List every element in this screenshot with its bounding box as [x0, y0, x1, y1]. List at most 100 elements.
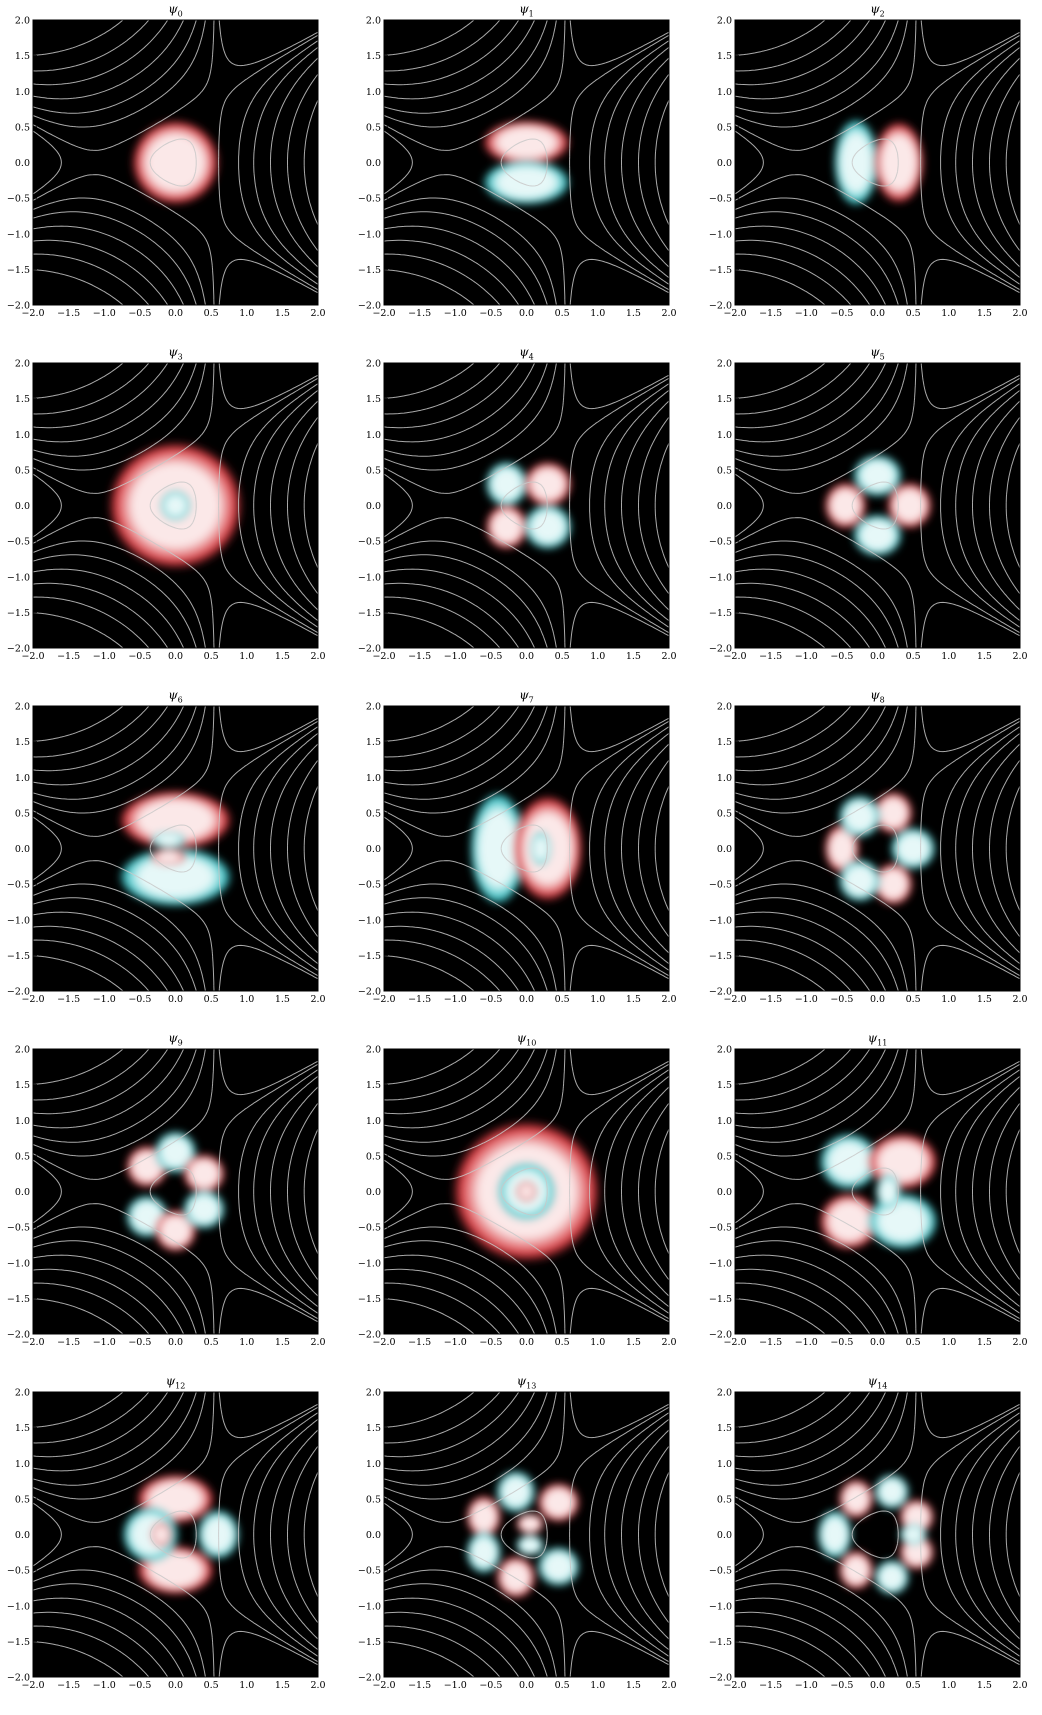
x-tick-label: 0.0: [519, 651, 534, 662]
x-tick-label: −1.0: [93, 1337, 116, 1348]
plot-background: [735, 706, 1020, 991]
x-tick-label: −1.0: [93, 1680, 116, 1691]
negative-lobe: [838, 859, 882, 902]
y-tick-label: −1.5: [358, 1294, 381, 1305]
positive-lobe: [515, 1180, 538, 1203]
y-tick-label: 0.0: [15, 501, 30, 512]
x-tick-label: 1.0: [941, 308, 956, 319]
x-tick-label: −1.5: [759, 994, 782, 1005]
potential-contours: [384, 363, 669, 648]
negative-lobe: [838, 795, 882, 838]
x-tick-label: 0.0: [870, 994, 885, 1005]
y-tick-label: 1.5: [717, 737, 732, 748]
y-tick-label: −1.0: [709, 572, 732, 583]
y-tick-label: −1.5: [709, 1637, 732, 1648]
x-tick-label: 1.0: [590, 1680, 605, 1691]
x-tick-label: 1.0: [239, 1680, 254, 1691]
y-tick-label: −2.0: [709, 1673, 732, 1684]
y-tick-label: 1.5: [366, 1423, 381, 1434]
negative-lobe: [537, 1546, 580, 1587]
y-tick-label: −0.5: [709, 194, 732, 205]
x-tick-label: −1.0: [795, 308, 818, 319]
y-tick-label: 0.0: [717, 501, 732, 512]
wavefunction-density: [384, 363, 669, 648]
panel-title-symbol: ψ: [168, 2, 178, 16]
y-tick-label: 1.0: [366, 773, 381, 784]
panel-title-symbol: ψ: [870, 345, 880, 359]
x-tick-label: −2.0: [723, 651, 746, 662]
y-tick-label: −0.5: [358, 1223, 381, 1234]
x-tick-label: 0.5: [204, 1337, 219, 1348]
positive-lobe: [537, 1482, 580, 1523]
y-tick-label: 1.0: [15, 1459, 30, 1470]
y-tick-label: 1.5: [366, 737, 381, 748]
negative-lobe: [816, 1509, 853, 1560]
negative-lobe: [495, 1470, 536, 1514]
y-tick-label: 1.5: [717, 1423, 732, 1434]
y-tick-label: 1.5: [15, 51, 30, 62]
x-tick-label: −1.5: [759, 1337, 782, 1348]
x-tick-label: 2.0: [310, 308, 325, 319]
x-tick-label: 0.0: [870, 1337, 885, 1348]
x-tick-label: −1.5: [759, 651, 782, 662]
x-tick-label: 0.5: [555, 651, 570, 662]
y-tick-label: −1.0: [7, 1258, 30, 1269]
x-tick-label: 0.5: [204, 308, 219, 319]
panel-title-index: 4: [528, 352, 534, 362]
y-tick-label: 2.0: [717, 1045, 732, 1056]
y-tick-label: −0.5: [358, 880, 381, 891]
negative-lobe: [482, 159, 571, 206]
y-tick-label: −2.0: [7, 644, 30, 655]
y-tick-label: −1.5: [358, 265, 381, 276]
y-tick-label: 0.5: [15, 465, 30, 476]
y-tick-label: 2.0: [717, 16, 732, 27]
panel-plot-7: −2.0 −1.5 −1.0 −0.5 0.0 0.5 1.0 1.5 2.0 −2.0 −1.5 −…: [358, 702, 677, 1006]
y-tick-label: −0.5: [7, 880, 30, 891]
y-tick-label: −1.0: [358, 1258, 381, 1269]
wavefunction-density: [735, 1049, 1020, 1334]
x-tick-label: −1.5: [57, 651, 80, 662]
y-tick-label: −1.0: [358, 572, 381, 583]
wavefunction-density: [735, 20, 1020, 305]
x-tick-label: −0.5: [128, 308, 151, 319]
x-tick-label: 1.0: [239, 994, 254, 1005]
panel-plot-13: −2.0 −1.5 −1.0 −0.5 0.0 0.5 1.0 1.5 2.0 −2.0 −1.5 −…: [358, 1388, 677, 1692]
y-tick-label: 0.0: [717, 1187, 732, 1198]
y-tick-label: 2.0: [15, 1045, 30, 1056]
positive-lobe: [182, 1153, 226, 1194]
y-tick-label: −1.5: [709, 608, 732, 619]
x-tick-label: −1.5: [57, 1337, 80, 1348]
wavefunction-density: [33, 363, 318, 648]
x-tick-label: −2.0: [372, 1337, 395, 1348]
panel-title-index: 7: [528, 695, 534, 705]
panel-plot-3: −2.0 −1.5 −1.0 −0.5 0.0 0.5 1.0 1.5 2.0 −2.0 −1.5 −…: [7, 359, 326, 663]
x-tick-label: −1.0: [93, 308, 116, 319]
y-tick-label: −1.5: [7, 265, 30, 276]
panel-title-7: ψ7: [384, 688, 669, 704]
x-tick-label: −1.0: [444, 1337, 467, 1348]
x-tick-label: 0.5: [555, 1337, 570, 1348]
panel-title-index: 11: [877, 1038, 888, 1048]
negative-lobe: [515, 1534, 545, 1556]
x-tick-label: −1.0: [444, 1680, 467, 1691]
negative-lobe: [118, 847, 233, 907]
x-tick-label: 1.5: [626, 1680, 641, 1691]
panel-title-9: ψ9: [33, 1031, 318, 1047]
potential-contours: [384, 1049, 669, 1334]
y-tick-label: −2.0: [358, 987, 381, 998]
y-tick-label: −0.5: [7, 194, 30, 205]
x-tick-label: 2.0: [1012, 651, 1027, 662]
panel-title-symbol: ψ: [516, 1031, 527, 1045]
y-tick-label: −2.0: [7, 1330, 30, 1341]
positive-lobe: [873, 121, 925, 204]
negative-lobe: [523, 504, 573, 550]
x-tick-label: 1.0: [941, 651, 956, 662]
positive-lobe: [515, 1513, 545, 1535]
y-tick-label: −1.5: [7, 608, 30, 619]
panel-title-symbol: ψ: [168, 345, 178, 359]
panel-title-14: ψ14: [735, 1374, 1020, 1390]
x-tick-label: 1.5: [275, 651, 290, 662]
y-tick-label: −1.5: [709, 265, 732, 276]
x-tick-label: −1.0: [795, 1337, 818, 1348]
y-tick-label: 0.5: [717, 122, 732, 133]
